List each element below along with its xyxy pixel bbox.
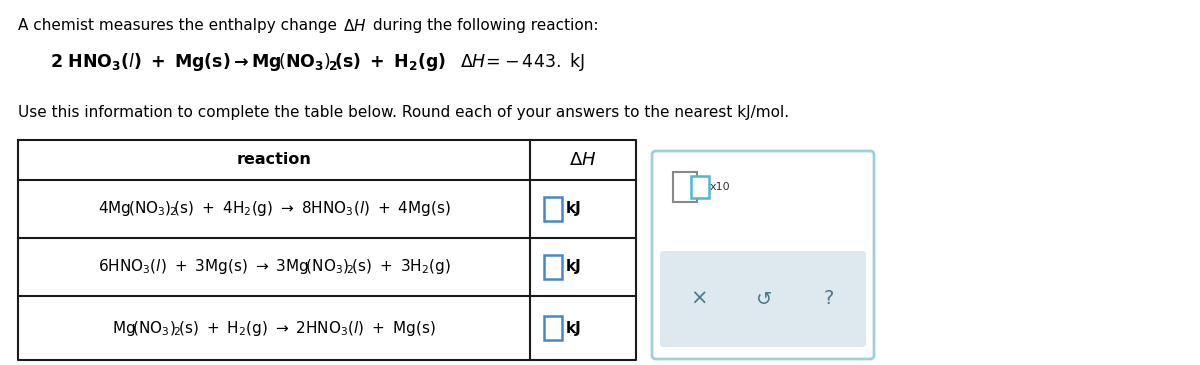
- Text: $\Delta H\!=\!-443.\ \mathrm{kJ}$: $\Delta H\!=\!-443.\ \mathrm{kJ}$: [460, 51, 586, 73]
- Text: kJ: kJ: [566, 320, 582, 335]
- FancyBboxPatch shape: [652, 151, 874, 359]
- FancyBboxPatch shape: [544, 255, 562, 279]
- Text: during the following reaction:: during the following reaction:: [368, 18, 599, 33]
- Text: $\mathbf{2\ HNO_3(}$$\mathit{l}$$\mathbf{)\ +\ Mg(s)\rightarrow Mg\!\left(NO_3\r: $\mathbf{2\ HNO_3(}$$\mathit{l}$$\mathbf…: [50, 51, 446, 73]
- Text: $\mathrm{Mg\!\left(NO_3\right)_{\!2}\!(s)\ +\ H_2(g)\ \rightarrow\ 2HNO_3(}$$\ma: $\mathrm{Mg\!\left(NO_3\right)_{\!2}\!(s…: [112, 319, 436, 338]
- Text: Use this information to complete the table below. Round each of your answers to : Use this information to complete the tab…: [18, 105, 790, 120]
- Text: A chemist measures the enthalpy change: A chemist measures the enthalpy change: [18, 18, 342, 33]
- Text: $\Delta H$: $\Delta H$: [569, 151, 596, 169]
- Text: $\Delta H$: $\Delta H$: [343, 18, 366, 34]
- Text: ?: ?: [824, 289, 834, 308]
- Text: ×: ×: [690, 289, 708, 309]
- FancyBboxPatch shape: [660, 251, 866, 347]
- FancyBboxPatch shape: [544, 316, 562, 340]
- Text: kJ: kJ: [566, 260, 582, 274]
- Text: kJ: kJ: [566, 201, 582, 216]
- Text: $4\mathrm{Mg}\!\left(\mathrm{NO_3}\right)_{\!2}\!\mathrm{(s)\ +\ 4H_2(g)\ \right: $4\mathrm{Mg}\!\left(\mathrm{NO_3}\right…: [97, 200, 450, 219]
- FancyBboxPatch shape: [673, 172, 697, 202]
- Text: $6\mathrm{HNO_3(}$$\mathit{l}$$\mathrm{)\ +\ 3Mg(s)\ \rightarrow\ 3Mg\!\left(NO_: $6\mathrm{HNO_3(}$$\mathit{l}$$\mathrm{)…: [97, 257, 450, 277]
- Text: x10: x10: [710, 182, 731, 192]
- FancyBboxPatch shape: [691, 176, 709, 198]
- Text: reaction: reaction: [236, 153, 312, 168]
- FancyBboxPatch shape: [544, 197, 562, 221]
- Text: ↺: ↺: [756, 289, 772, 308]
